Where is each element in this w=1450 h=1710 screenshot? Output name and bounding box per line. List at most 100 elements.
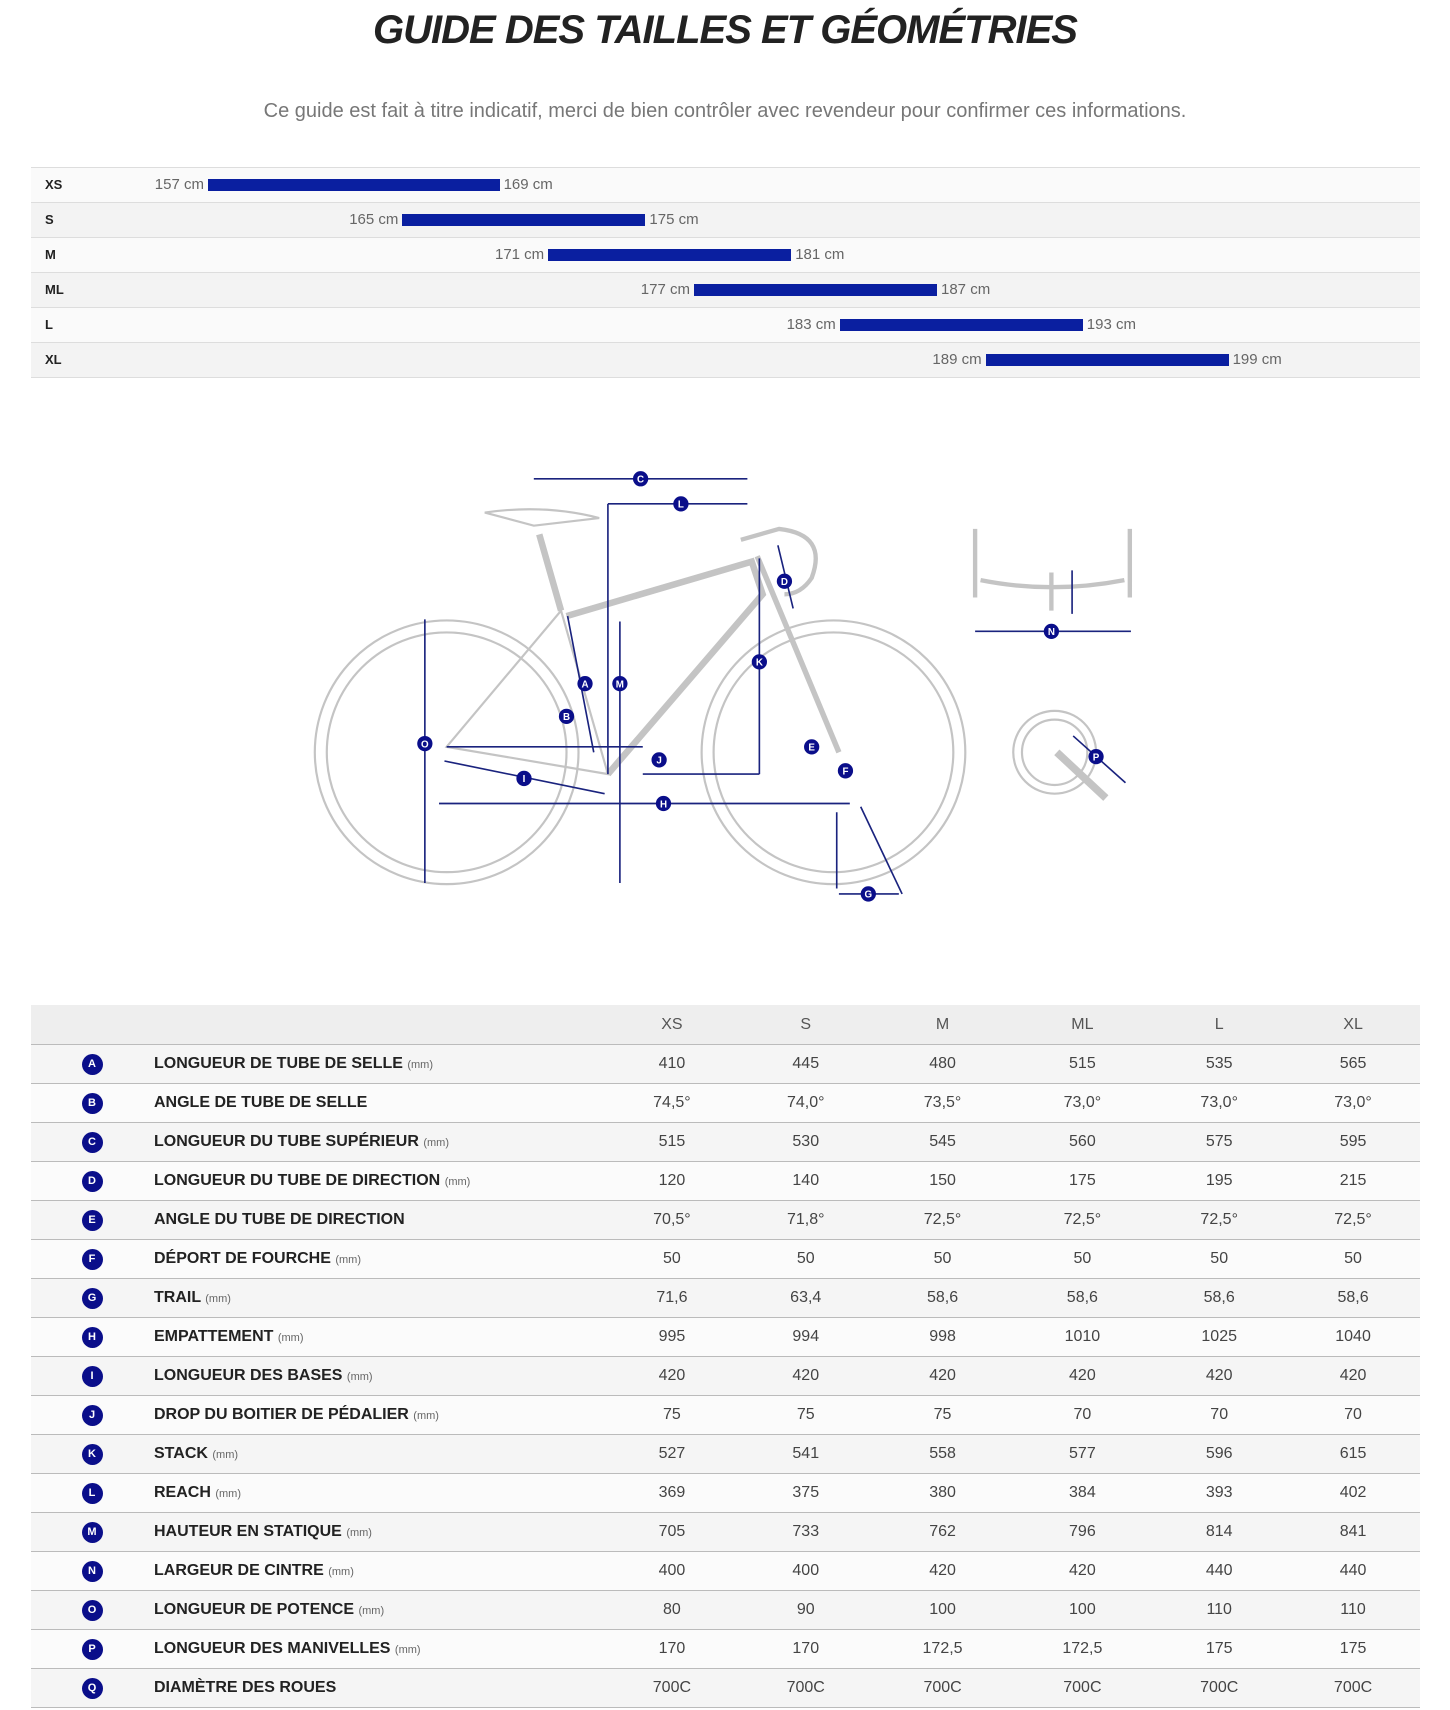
size-range-chart: XS 157 cm 169 cm S 165 cm 175 cm M 171 cm …	[31, 167, 1420, 378]
table-row: H EMPATTEMENT (mm) 995 994 998 1010 1025 1040	[31, 1317, 1420, 1357]
table-cell: 74,0°	[738, 1083, 873, 1123]
table-cell: 384	[1012, 1473, 1153, 1513]
table-cell: 841	[1286, 1512, 1420, 1552]
table-row: J DROP DU BOITIER DE PÉDALIER (mm) 75 75 75…	[31, 1395, 1420, 1435]
table-cell: 796	[1012, 1512, 1153, 1552]
table-cell: 705	[605, 1512, 739, 1552]
diagram-marker-h: H	[655, 795, 672, 812]
size-label: S	[45, 212, 54, 227]
row-label: REACH	[154, 1484, 211, 1501]
svg-text:I: I	[523, 774, 526, 785]
geometry-table: XS S M ML L XL A LONGUEUR DE TUBE DE SELLE (m…	[31, 1005, 1420, 1708]
table-cell: 535	[1152, 1044, 1287, 1084]
size-row: M 171 cm 181 cm	[31, 238, 1420, 273]
table-cell: 175	[1152, 1629, 1287, 1669]
column-header: XL	[1286, 1005, 1420, 1045]
table-row: A LONGUEUR DE TUBE DE SELLE (mm) 410 445 48…	[31, 1044, 1420, 1084]
table-row: M HAUTEUR EN STATIQUE (mm) 705 733 762 796 81…	[31, 1512, 1420, 1552]
size-label: L	[45, 317, 53, 332]
row-marker: E	[81, 1209, 103, 1231]
svg-text:J: J	[656, 756, 661, 767]
table-cell: 420	[872, 1551, 1013, 1591]
table-cell: 515	[605, 1122, 739, 1162]
table-cell: 73,0°	[1152, 1083, 1287, 1123]
size-max-label: 187 cm	[941, 281, 991, 298]
table-cell: 545	[872, 1122, 1013, 1162]
table-cell: 700C	[1152, 1668, 1287, 1708]
saddle	[484, 508, 600, 527]
table-cell: 50	[1286, 1239, 1420, 1279]
table-cell: 70	[1286, 1395, 1420, 1435]
row-marker: L	[81, 1482, 103, 1504]
row-marker: G	[81, 1287, 103, 1309]
crank	[1054, 749, 1109, 801]
row-label: DIAMÈTRE DES ROUES	[154, 1679, 337, 1696]
table-cell: 530	[738, 1122, 873, 1162]
svg-text:E: E	[808, 743, 815, 754]
row-marker: O	[81, 1599, 103, 1621]
table-cell: 1025	[1152, 1317, 1287, 1357]
table-row: F DÉPORT DE FOURCHE (mm) 50 50 50 50 50 50	[31, 1239, 1420, 1279]
diagram-marker-m: M	[612, 676, 628, 692]
row-label: ANGLE DE TUBE DE SELLE	[154, 1094, 368, 1111]
row-marker: J	[81, 1404, 103, 1426]
table-cell: 50	[738, 1239, 873, 1279]
table-cell: 560	[1012, 1122, 1153, 1162]
table-cell: 71,8°	[738, 1200, 873, 1240]
row-label: DROP DU BOITIER DE PÉDALIER	[154, 1406, 409, 1423]
table-cell: 480	[872, 1044, 1013, 1084]
table-cell: 994	[738, 1317, 873, 1357]
column-header: L	[1152, 1005, 1287, 1045]
table-cell: 814	[1152, 1512, 1287, 1552]
table-cell: 170	[605, 1629, 739, 1669]
row-unit: (mm)	[413, 1410, 439, 1422]
table-cell: 595	[1286, 1122, 1420, 1162]
bike-drawing	[313, 508, 1133, 886]
table-cell: 420	[872, 1356, 1013, 1396]
svg-text:O: O	[421, 739, 429, 750]
row-unit: (mm)	[444, 1176, 471, 1188]
table-cell: 596	[1152, 1434, 1287, 1474]
table-cell: 995	[605, 1317, 739, 1357]
diagram-marker-f: F	[837, 763, 854, 779]
row-marker: C	[81, 1131, 103, 1153]
size-row: ML 177 cm 187 cm	[31, 273, 1420, 308]
row-label: LONGUEUR DES BASES	[154, 1367, 343, 1384]
table-cell: 175	[1286, 1629, 1420, 1669]
table-row: D LONGUEUR DU TUBE DE DIRECTION (mm) 120 1…	[31, 1161, 1420, 1201]
svg-text:F: F	[842, 767, 848, 778]
table-cell: 380	[872, 1473, 1013, 1513]
table-cell: 63,4	[738, 1278, 873, 1318]
table-cell: 515	[1012, 1044, 1153, 1084]
size-min-label: 165 cm	[349, 211, 399, 228]
row-label: LONGUEUR DU TUBE SUPÉRIEUR	[154, 1133, 419, 1150]
size-label: XS	[45, 177, 63, 192]
row-unit: (mm)	[205, 1293, 231, 1305]
row-label: LONGUEUR DES MANIVELLES	[154, 1640, 391, 1657]
row-label: LONGUEUR DE TUBE DE SELLE	[154, 1055, 403, 1072]
diagram-marker-d: D	[776, 573, 793, 589]
table-cell: 700C	[1012, 1668, 1153, 1708]
table-cell: 74,5°	[605, 1083, 739, 1123]
size-min-label: 171 cm	[494, 246, 545, 263]
table-cell: 420	[1012, 1551, 1153, 1591]
table-cell: 100	[872, 1590, 1013, 1630]
table-cell: 440	[1286, 1551, 1420, 1591]
size-min-label: 189 cm	[932, 351, 982, 368]
table-cell: 445	[738, 1044, 873, 1084]
table-cell: 72,5°	[1286, 1200, 1420, 1240]
table-cell: 70	[1012, 1395, 1153, 1435]
table-cell: 72,5°	[1012, 1200, 1153, 1240]
table-row: K STACK (mm) 527 541 558 577 596 615	[31, 1434, 1420, 1474]
size-max-label: 193 cm	[1086, 316, 1136, 333]
row-unit: (mm)	[423, 1137, 450, 1149]
table-row: O LONGUEUR DE POTENCE (mm) 80 90 100 100 110 1…	[31, 1590, 1420, 1630]
size-range-bar	[839, 319, 1083, 331]
row-marker: H	[81, 1326, 103, 1348]
table-cell: 733	[738, 1512, 873, 1552]
row-marker: D	[81, 1170, 103, 1192]
diagram-marker-n: N	[1043, 623, 1060, 639]
size-range-bar	[548, 249, 792, 261]
row-unit: (mm)	[277, 1332, 304, 1344]
table-cell: 70,5°	[605, 1200, 739, 1240]
